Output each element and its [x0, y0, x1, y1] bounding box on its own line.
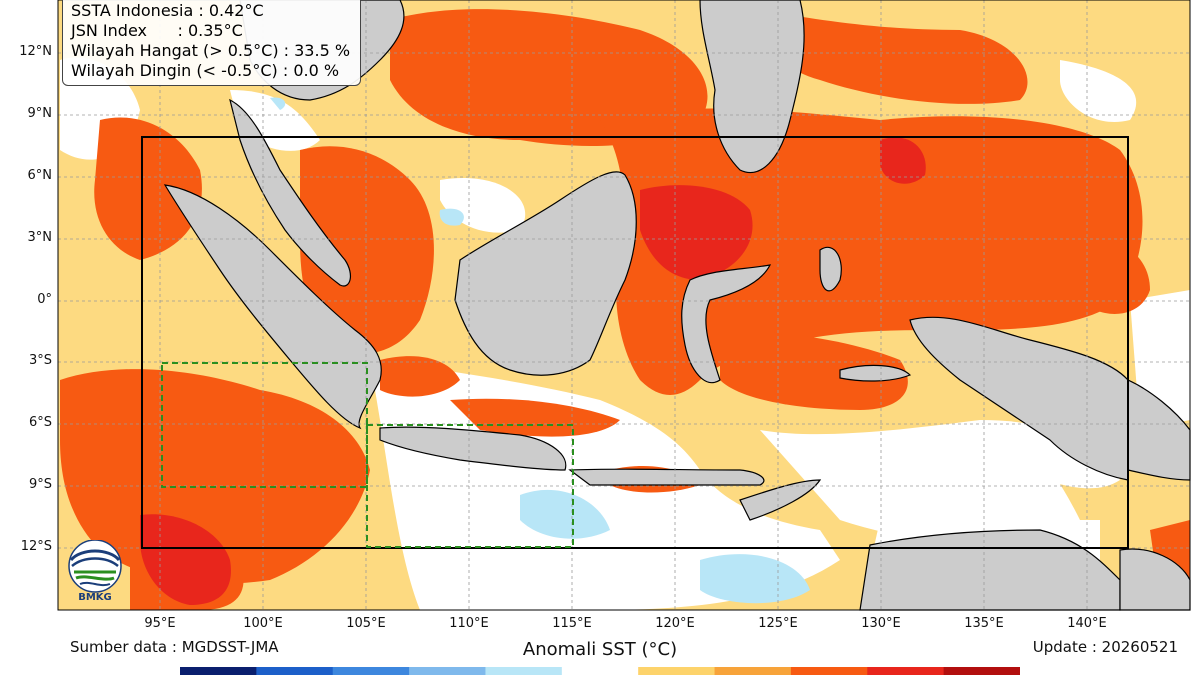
lon-label-110e: 110°E	[449, 616, 489, 631]
borneo	[454, 171, 637, 376]
lat-label-9n: 9°N	[27, 106, 53, 121]
lon-label-100e: 100°E	[243, 616, 283, 631]
sumatra	[163, 184, 382, 430]
land-layer	[163, 0, 1191, 611]
data-source-label: Sumber data : MGDSST-JMA	[70, 638, 279, 656]
stat-warm-area: Wilayah Hangat (> 0.5°C) : 33.5 %	[71, 41, 351, 60]
timor	[739, 479, 822, 521]
malay-peninsula	[229, 98, 352, 287]
bmkg-logo-icon	[68, 540, 122, 593]
colorbar-segment	[332, 667, 410, 675]
lon-label-105e: 105°E	[346, 616, 386, 631]
stat-cold-area: Wilayah Dingin (< -0.5°C) : 0.0 %	[71, 61, 340, 80]
colorbar-segment	[409, 667, 486, 675]
colorbar-segment	[561, 667, 639, 675]
lon-label-115e: 115°E	[552, 616, 592, 631]
lat-label-12n: 12°N	[19, 44, 52, 59]
map-frame	[57, 0, 1191, 611]
stats-box: SSTA Indonesia : 0.42°C JSN Index : 0.35°…	[62, 0, 362, 86]
lon-label-130e: 130°E	[861, 616, 901, 631]
lat-label-9s: 9°S	[28, 477, 52, 492]
lat-label-3n: 3°N	[27, 230, 53, 245]
colorbar-segment	[256, 667, 334, 675]
lat-label-12s: 12°S	[20, 539, 52, 554]
australia	[859, 529, 1121, 611]
colorbar-segment	[180, 667, 257, 675]
lon-label-95e: 95°E	[144, 616, 176, 631]
java	[379, 426, 567, 471]
west-sumatra-box	[161, 362, 368, 488]
south-java-box	[366, 424, 574, 548]
lat-label-6n: 6°N	[27, 168, 53, 183]
stat-jsn-index: JSN Index : 0.35°C	[71, 21, 243, 40]
hot-anomaly-layer	[140, 137, 926, 605]
cool-anomaly-layer	[270, 97, 810, 604]
stat-ssta-indonesia: SSTA Indonesia : 0.42°C	[71, 1, 264, 20]
lat-label-0: 0°	[37, 292, 52, 307]
colorbar-segment	[943, 667, 1020, 675]
lon-label-135e: 135°E	[964, 616, 1004, 631]
map-title: Anomali SST (°C)	[522, 639, 678, 660]
colorbar	[180, 667, 1020, 675]
lesser-sunda	[568, 468, 765, 486]
colorbar-segment	[638, 667, 716, 675]
colorbar-segment	[790, 667, 868, 675]
colorbar-segment	[485, 667, 563, 675]
lon-label-125e: 125°E	[758, 616, 798, 631]
colorbar-segment	[714, 667, 792, 675]
indonesia-region-box	[141, 136, 1129, 549]
logo-text: BMKG	[78, 592, 112, 603]
lon-label-140e: 140°E	[1067, 616, 1107, 631]
lat-label-6s: 6°S	[28, 415, 52, 430]
lat-label-3s: 3°S	[28, 353, 52, 368]
halmahera	[819, 246, 842, 292]
update-date-label: Update : 20260521	[1032, 638, 1178, 656]
colorbar-segment	[867, 667, 945, 675]
seram	[839, 364, 912, 382]
lon-label-120e: 120°E	[655, 616, 695, 631]
new-guinea	[909, 316, 1129, 481]
sulawesi	[681, 264, 772, 384]
